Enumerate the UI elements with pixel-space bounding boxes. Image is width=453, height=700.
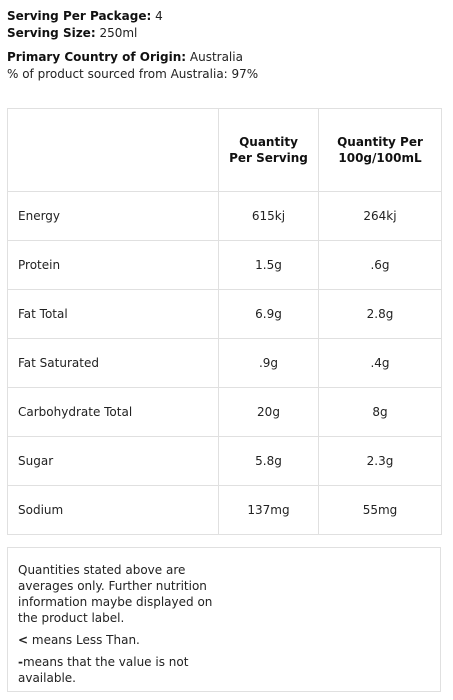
header-quantity-per-100: Quantity Per 100g/100mL bbox=[318, 108, 442, 192]
per-100-value: 55mg bbox=[318, 485, 442, 535]
per-serving-value: 615kj bbox=[218, 191, 319, 241]
header-quantity-per-serving: Quantity Per Serving bbox=[218, 108, 319, 192]
footnotes: Quantities stated above are averages onl… bbox=[7, 547, 441, 692]
nutrient-name: Fat Total bbox=[7, 289, 219, 339]
nutrient-name: Carbohydrate Total bbox=[7, 387, 219, 437]
per-serving-value: .9g bbox=[218, 338, 319, 388]
country-of-origin: Primary Country of Origin: Australia bbox=[7, 49, 447, 66]
sourced-percentage: % of product sourced from Australia: 97% bbox=[7, 67, 259, 81]
per-serving-value: 5.8g bbox=[218, 436, 319, 486]
origin-label: Primary Country of Origin: bbox=[7, 50, 187, 64]
per-100-value: .6g bbox=[318, 240, 442, 290]
per-serving-value: 20g bbox=[218, 387, 319, 437]
less-than-note: < means Less Than. bbox=[18, 632, 430, 648]
less-than-text: means Less Than. bbox=[28, 633, 140, 647]
per-serving-value: 6.9g bbox=[218, 289, 319, 339]
origin-value: Australia bbox=[186, 50, 243, 64]
per-serving-value: 1.5g bbox=[218, 240, 319, 290]
serving-size-label: Serving Size: bbox=[7, 26, 96, 40]
per-100-value: .4g bbox=[318, 338, 442, 388]
table-row: Sugar 5.8g 2.3g bbox=[7, 436, 442, 486]
nutrient-name: Energy bbox=[7, 191, 219, 241]
serving-per-package-label: Serving Per Package: bbox=[7, 9, 152, 23]
table-header-row: Quantity Per Serving Quantity Per 100g/1… bbox=[7, 108, 442, 192]
header-nutrient bbox=[7, 108, 219, 192]
table-row: Energy 615kj 264kj bbox=[7, 191, 442, 241]
per-100-value: 2.3g bbox=[318, 436, 442, 486]
nutrient-name: Sugar bbox=[7, 436, 219, 486]
table-row: Sodium 137mg 55mg bbox=[7, 485, 442, 535]
table-row: Carbohydrate Total 20g 8g bbox=[7, 387, 442, 437]
table-row: Fat Total 6.9g 2.8g bbox=[7, 289, 442, 339]
serving-per-package-value: 4 bbox=[151, 9, 163, 23]
per-100-value: 264kj bbox=[318, 191, 442, 241]
table-row: Protein 1.5g .6g bbox=[7, 240, 442, 290]
per-serving-value: 137mg bbox=[218, 485, 319, 535]
averages-note: Quantities stated above are averages onl… bbox=[18, 563, 213, 625]
serving-size-value: 250ml bbox=[95, 26, 138, 40]
table-row: Fat Saturated .9g .4g bbox=[7, 338, 442, 388]
per-100-value: 2.8g bbox=[318, 289, 442, 339]
less-than-symbol: < bbox=[18, 633, 29, 647]
product-info: Serving Per Package: 4 Serving Size: 250… bbox=[7, 8, 447, 83]
not-available-text: means that the value is not available. bbox=[18, 655, 189, 685]
nutrition-table: Quantity Per Serving Quantity Per 100g/1… bbox=[7, 108, 442, 535]
nutrient-name: Fat Saturated bbox=[7, 338, 219, 388]
not-available-note: -means that the value is not available. bbox=[18, 654, 198, 686]
serving-size: Serving Size: 250ml bbox=[7, 25, 447, 42]
nutrient-name: Sodium bbox=[7, 485, 219, 535]
nutrient-name: Protein bbox=[7, 240, 219, 290]
per-100-value: 8g bbox=[318, 387, 442, 437]
dash-symbol: - bbox=[18, 655, 23, 669]
serving-per-package: Serving Per Package: 4 bbox=[7, 8, 447, 25]
